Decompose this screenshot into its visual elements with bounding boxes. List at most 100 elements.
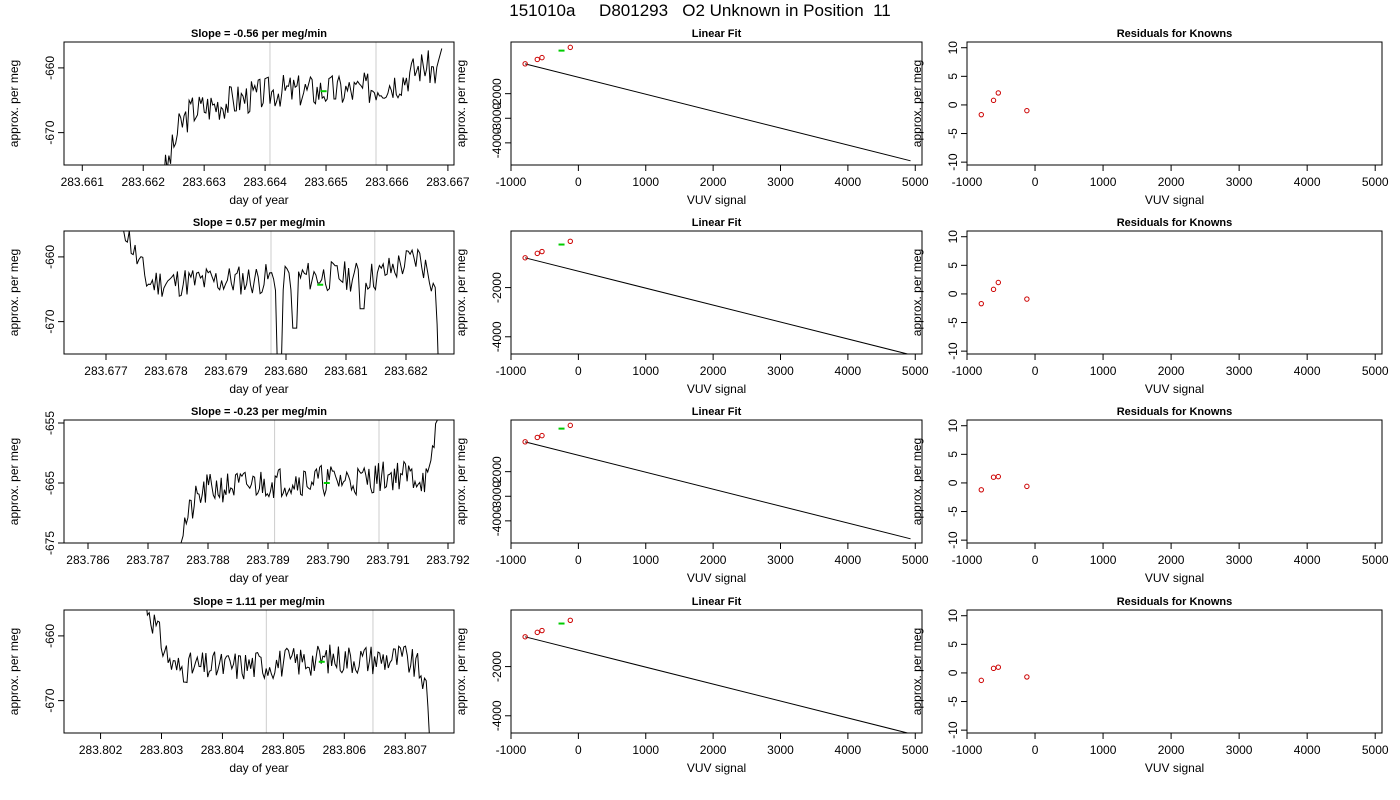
x-tick-label: 283.805 (262, 743, 306, 757)
known-point (522, 439, 528, 445)
x-axis-label: day of year (229, 193, 288, 207)
residual-point (990, 97, 997, 104)
residual-point (978, 300, 984, 307)
x-tick-label: 3000 (1226, 553, 1253, 567)
y-axis-label: approx. per meg (7, 60, 21, 147)
y-tick-label: -2000 (490, 651, 504, 682)
residual-point (978, 677, 984, 684)
panel-frame (510, 41, 923, 166)
x-tick-label: 3000 (1226, 743, 1253, 757)
data-layer (164, 42, 443, 165)
panel-residuals-row-2: Residuals for Knowns -1000 0 1000 2000 3000 40… (910, 217, 1389, 396)
x-axis-label: day of year (229, 382, 288, 396)
y-tick-label: 10 (946, 419, 960, 433)
panel-frame (510, 230, 923, 355)
x-tick-label: 3000 (767, 175, 794, 189)
signal-trace (180, 420, 439, 543)
panel-frame (63, 419, 455, 544)
x-tick-label: 1000 (632, 743, 659, 757)
y-tick-label: -660 (43, 245, 57, 269)
y-tick-label: 5 (946, 641, 960, 648)
y-axis-label: approx. per meg (7, 438, 21, 525)
x-tick-label: 283.803 (140, 743, 184, 757)
y-tick-label: 5 (946, 73, 960, 80)
x-tick-label: 1000 (632, 364, 659, 378)
x-tick-label: 1000 (1090, 553, 1117, 567)
known-point (534, 629, 540, 636)
x-tick-label: -1000 (496, 364, 527, 378)
panel-time-series-row-2: Slope = 0.57 per meg/min 283.677 283.678 28… (7, 217, 455, 396)
x-tick-label: 4000 (1294, 364, 1321, 378)
y-tick-label: -10 (946, 531, 960, 549)
known-point (534, 56, 540, 63)
x-tick-label: 2000 (700, 743, 727, 757)
x-tick-label: 283.665 (304, 175, 348, 189)
x-tick-label: 283.791 (366, 553, 410, 567)
y-tick-label: 0 (946, 669, 960, 676)
panel-residuals-row-3: Residuals for Knowns -1000 0 1000 2000 3000 40… (910, 406, 1389, 585)
y-axis-label: approx. per meg (7, 628, 21, 715)
y-tick-label: -5 (946, 128, 960, 139)
data-layer (123, 231, 439, 354)
x-tick-label: 5000 (902, 553, 929, 567)
panel-title: Residuals for Knowns (1117, 596, 1233, 608)
x-tick-label: 0 (575, 364, 582, 378)
y-tick-label: -4000 (490, 700, 504, 731)
x-tick-label: 2000 (700, 553, 727, 567)
x-tick-label: 2000 (700, 364, 727, 378)
x-axis-label: VUV signal (1145, 571, 1204, 585)
y-tick-label: -660 (43, 624, 57, 648)
y-tick-label: -4000 (490, 505, 504, 536)
x-axis-label: day of year (229, 571, 288, 585)
panel-frame (966, 230, 1383, 355)
x-tick-label: 283.787 (126, 553, 170, 567)
x-tick-label: 3000 (767, 364, 794, 378)
panel-frame (63, 41, 455, 166)
y-axis-label: approx. per meg (910, 438, 924, 525)
y-axis-label: approx. per meg (910, 249, 924, 336)
fit-line (525, 441, 911, 540)
panel-time-series-row-3: Slope = -0.23 per meg/min 283.786 283.787 2… (7, 406, 470, 585)
signal-trace (123, 231, 439, 354)
residual-point (990, 665, 997, 672)
residual-point (995, 473, 1001, 480)
x-tick-label: 4000 (1294, 743, 1321, 757)
y-tick-label: 5 (946, 451, 960, 458)
x-tick-label: 1000 (1090, 743, 1117, 757)
y-tick-label: -3000 (490, 103, 504, 134)
panel-title: Linear Fit (692, 217, 742, 229)
x-axis-label: VUV signal (687, 382, 746, 396)
x-tick-label: 4000 (835, 553, 862, 567)
x-tick-label: 5000 (1362, 743, 1389, 757)
panel-title: Residuals for Knowns (1117, 406, 1233, 418)
x-tick-label: 283.681 (324, 364, 368, 378)
x-tick-label: 3000 (1226, 175, 1253, 189)
known-point (534, 250, 540, 257)
y-tick-label: -10 (946, 721, 960, 739)
x-tick-label: 0 (575, 553, 582, 567)
data-layer (978, 279, 1030, 307)
panel-title: Linear Fit (692, 28, 742, 40)
y-tick-label: -2000 (490, 456, 504, 487)
data-layer (180, 420, 439, 543)
x-tick-label: -1000 (952, 743, 983, 757)
panel-title: Residuals for Knowns (1117, 217, 1233, 229)
data-layer (522, 238, 910, 354)
panel-title: Slope = -0.56 per meg/min (191, 28, 327, 40)
fit-line (525, 257, 910, 354)
x-tick-label: 283.667 (426, 175, 470, 189)
x-tick-label: 283.788 (186, 553, 230, 567)
x-tick-label: 2000 (700, 175, 727, 189)
x-tick-label: 0 (1032, 553, 1039, 567)
known-point (522, 634, 528, 640)
panel-residuals-row-4: Residuals for Knowns -1000 0 1000 2000 3000 40… (910, 596, 1389, 775)
data-layer (522, 617, 910, 733)
residual-point (978, 487, 984, 493)
panel-frame (510, 419, 923, 544)
x-tick-label: 5000 (1362, 175, 1389, 189)
y-axis-label: approx. per meg (910, 60, 924, 147)
residual-point (995, 664, 1001, 670)
x-tick-label: 2000 (1158, 553, 1185, 567)
x-tick-label: 283.682 (384, 364, 428, 378)
x-tick-label: 283.792 (426, 553, 470, 567)
